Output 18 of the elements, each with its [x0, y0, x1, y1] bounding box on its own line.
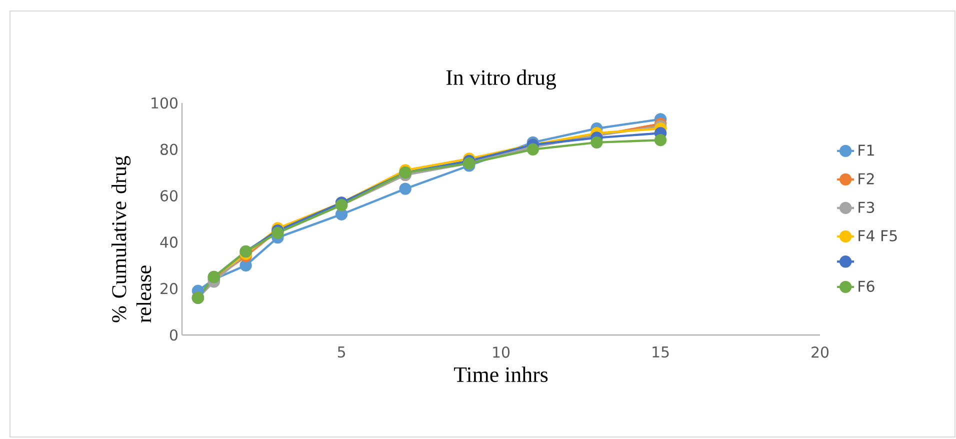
y-tick-label: 100 [152, 97, 178, 109]
x-axis-title: Time inhrs [454, 366, 548, 382]
legend-label: F2 [858, 173, 874, 184]
x-tick-label: 20 [812, 346, 829, 358]
y-tick-label: 0 [170, 329, 178, 341]
chart-title: In vitro drug [446, 70, 556, 90]
x-tick-label: 10 [493, 346, 510, 358]
legend-label: F6 [858, 280, 874, 292]
legend-label: F1 [858, 144, 874, 156]
legend-label: F4 F5 [858, 230, 897, 242]
y-tick-label: 60 [160, 190, 178, 202]
y-tick-label: 40 [160, 236, 178, 248]
y-tick-label: 20 [160, 282, 178, 294]
y-axis-title: % Cumulative drug release [112, 156, 152, 323]
legend-label: F3 [858, 202, 874, 214]
y-tick-label: 80 [160, 144, 178, 156]
x-tick-label: 15 [652, 346, 669, 358]
x-tick-label: 5 [338, 346, 345, 358]
